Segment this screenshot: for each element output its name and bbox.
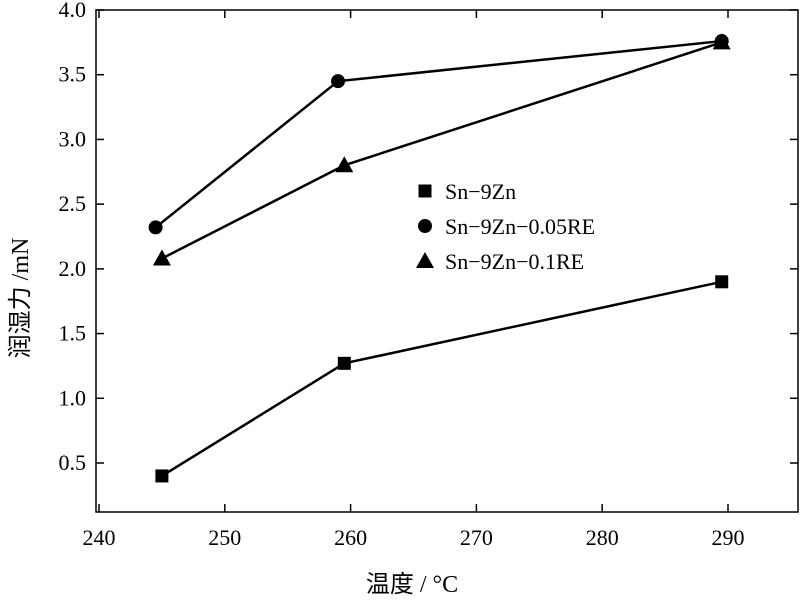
y-tick-label: 3.5 <box>59 62 87 87</box>
x-tick-label: 240 <box>83 525 116 550</box>
data-point-circle <box>331 74 346 89</box>
legend: Sn−9Zn Sn−9Zn−0.05RE Sn−9Zn−0.1RE <box>416 179 595 274</box>
plot-area <box>95 9 799 513</box>
legend-marker-triangle <box>416 252 434 268</box>
series-line <box>161 280 722 478</box>
x-axis-title: 温度 / °C <box>366 571 458 598</box>
y-tick-label: 1.0 <box>59 385 87 410</box>
legend-label: Sn−9Zn−0.1RE <box>445 249 584 274</box>
legend-marker-circle <box>418 219 432 233</box>
data-point-triangle <box>335 156 354 173</box>
data-point-circle <box>148 220 163 235</box>
x-tick-label: 280 <box>586 525 619 550</box>
data-point-triangle <box>152 249 171 266</box>
legend-label: Sn−9Zn−0.05RE <box>445 214 595 239</box>
data-point-square <box>715 275 729 289</box>
y-axis-title: 润湿力 /mN <box>7 238 34 359</box>
y-tick-label: 2.5 <box>59 191 87 216</box>
y-tick-label: 2.0 <box>59 256 87 281</box>
y-tick-label: 3.0 <box>59 126 87 151</box>
series-lines <box>154 39 723 478</box>
legend-marker-square <box>418 184 432 198</box>
axis-ticks: 240 250 260 270 280 290 0.5 1.0 1.5 2.0 2.5 3.0 3.5 4… <box>59 0 798 550</box>
y-tick-label: 4.0 <box>59 0 87 22</box>
data-point-square <box>337 356 351 370</box>
series-markers <box>148 33 731 483</box>
data-point-square <box>155 469 169 483</box>
x-tick-label: 270 <box>460 525 493 550</box>
x-tick-label: 260 <box>334 525 367 550</box>
series-line <box>161 41 723 260</box>
y-tick-label: 1.5 <box>59 321 87 346</box>
y-tick-label: 0.5 <box>59 450 87 475</box>
legend-label: Sn−9Zn <box>445 179 516 204</box>
data-point-triangle <box>712 33 731 50</box>
x-tick-label: 250 <box>208 525 241 550</box>
plot-frame <box>95 9 799 513</box>
x-tick-label: 290 <box>712 525 745 550</box>
